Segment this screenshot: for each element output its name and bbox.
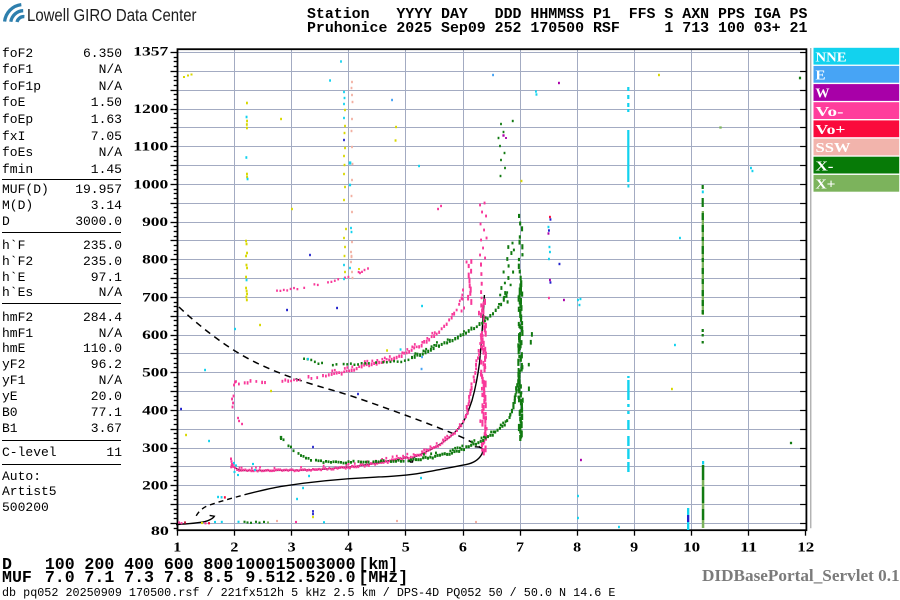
svg-text:1000: 1000 bbox=[133, 177, 168, 191]
svg-text:600: 600 bbox=[142, 328, 168, 342]
svg-text:300: 300 bbox=[142, 441, 168, 455]
svg-text:9: 9 bbox=[630, 541, 638, 556]
svg-text:X+: X+ bbox=[816, 178, 836, 193]
svg-text:4: 4 bbox=[345, 541, 353, 556]
svg-text:12: 12 bbox=[797, 541, 814, 556]
svg-text:E: E bbox=[816, 69, 826, 84]
svg-text:1100: 1100 bbox=[133, 140, 168, 154]
svg-text:80: 80 bbox=[151, 524, 169, 538]
svg-text:W: W bbox=[816, 87, 830, 102]
svg-text:200: 200 bbox=[142, 479, 168, 493]
svg-text:11: 11 bbox=[740, 541, 757, 556]
svg-text:1200: 1200 bbox=[133, 102, 168, 116]
svg-text:8: 8 bbox=[573, 541, 581, 556]
svg-text:SSW: SSW bbox=[816, 141, 851, 156]
svg-text:2: 2 bbox=[230, 541, 238, 556]
svg-text:7: 7 bbox=[516, 541, 524, 556]
svg-text:Vo+: Vo+ bbox=[816, 123, 846, 138]
svg-text:400: 400 bbox=[142, 403, 168, 417]
svg-text:Vo-: Vo- bbox=[816, 105, 844, 120]
svg-text:1: 1 bbox=[173, 541, 181, 556]
svg-text:X-: X- bbox=[816, 159, 834, 174]
svg-text:NNE: NNE bbox=[816, 50, 847, 65]
svg-text:10: 10 bbox=[683, 541, 700, 556]
svg-text:800: 800 bbox=[142, 253, 168, 267]
svg-text:6: 6 bbox=[459, 541, 467, 556]
svg-text:5: 5 bbox=[402, 541, 410, 556]
svg-text:1357: 1357 bbox=[133, 45, 168, 59]
svg-text:500: 500 bbox=[142, 366, 168, 380]
svg-text:700: 700 bbox=[142, 290, 168, 304]
svg-text:3: 3 bbox=[288, 541, 296, 556]
svg-text:900: 900 bbox=[142, 215, 168, 229]
